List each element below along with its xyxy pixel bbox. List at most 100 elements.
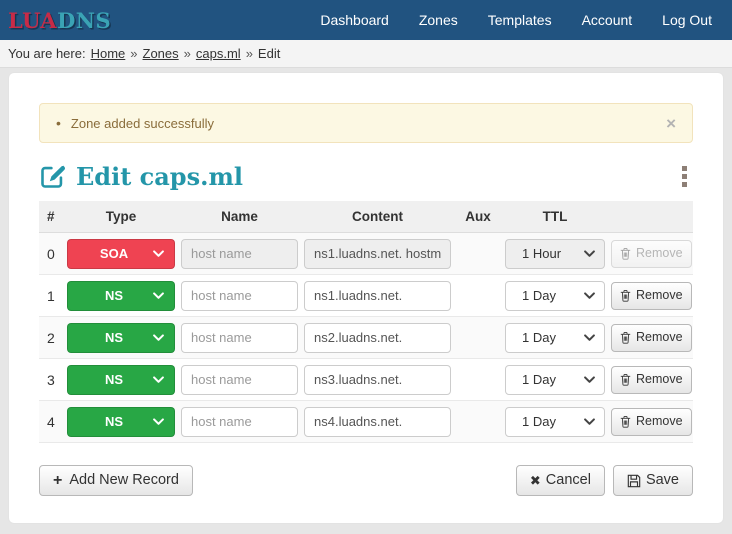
nav-item-dashboard[interactable]: Dashboard: [320, 12, 389, 28]
breadcrumb-current: Edit: [257, 46, 281, 61]
top-navbar: LUADNS Dashboard Zones Templates Account…: [0, 0, 732, 40]
record-type-select[interactable]: NS: [67, 322, 175, 353]
record-content-input[interactable]: [304, 280, 451, 311]
records-table: # Type Name Content Aux TTL 0 SOA 1 Hour: [39, 201, 693, 443]
table-row: 2 NS 1 Day Remove: [39, 317, 693, 359]
header-name: Name: [221, 209, 258, 224]
record-name-input[interactable]: [181, 238, 298, 269]
record-content-input[interactable]: [304, 364, 451, 395]
row-index: 0: [47, 245, 55, 262]
header-ttl: TTL: [542, 209, 568, 224]
alert-bullet-icon: •: [56, 115, 61, 131]
page-title: Edit caps.ml: [76, 162, 243, 191]
type-select-wrap: SOA: [67, 238, 175, 269]
breadcrumb-separator: »: [183, 46, 191, 61]
nav-item-zones[interactable]: Zones: [418, 12, 458, 28]
record-type-select[interactable]: NS: [67, 406, 175, 437]
save-label: Save: [645, 472, 679, 489]
record-type-select[interactable]: NS: [67, 280, 175, 311]
table-header: # Type Name Content Aux TTL: [39, 201, 693, 233]
remove-record-button[interactable]: Remove: [611, 407, 692, 436]
remove-label: Remove: [636, 246, 683, 261]
record-content-input[interactable]: [304, 322, 451, 353]
ttl-select-wrap: 1 Day: [505, 280, 605, 311]
nav-menu: Dashboard Zones Templates Account Log Ou…: [320, 12, 712, 28]
record-type-select[interactable]: SOA: [67, 238, 175, 269]
remove-record-button[interactable]: Remove: [611, 281, 692, 310]
record-ttl-select[interactable]: 1 Day: [505, 280, 605, 311]
trash-icon: [620, 331, 631, 344]
breadcrumb-prefix: You are here:: [8, 46, 86, 61]
row-index: 3: [47, 371, 55, 388]
breadcrumb-separator: »: [130, 46, 138, 61]
alert-close-icon[interactable]: ×: [666, 113, 676, 133]
floppy-icon: [627, 474, 641, 488]
logo-lua: LUA: [8, 7, 58, 33]
type-select-wrap: NS: [67, 322, 175, 353]
record-name-input[interactable]: [181, 364, 298, 395]
header-index: #: [47, 209, 55, 224]
success-alert: • Zone added successfully ×: [39, 103, 693, 143]
record-content-input[interactable]: [304, 238, 451, 269]
record-name-input[interactable]: [181, 406, 298, 437]
remove-record-button[interactable]: Remove: [611, 323, 692, 352]
breadcrumb-separator: »: [245, 46, 253, 61]
remove-label: Remove: [636, 414, 683, 429]
ttl-select-wrap: 1 Day: [505, 364, 605, 395]
header-content: Content: [352, 209, 403, 224]
kebab-menu-icon[interactable]: [676, 162, 693, 191]
add-new-record-button[interactable]: + Add New Record: [39, 465, 193, 496]
save-button[interactable]: Save: [612, 465, 693, 496]
row-index: 2: [47, 329, 55, 346]
header-aux: Aux: [465, 209, 491, 224]
row-index: 1: [47, 287, 55, 304]
record-ttl-select[interactable]: 1 Day: [505, 364, 605, 395]
type-select-wrap: NS: [67, 364, 175, 395]
record-name-input[interactable]: [181, 322, 298, 353]
breadcrumb-link-home[interactable]: Home: [90, 46, 126, 61]
trash-icon: [620, 415, 631, 428]
add-new-record-label: Add New Record: [69, 472, 179, 489]
row-index: 4: [47, 413, 55, 430]
plus-icon: +: [53, 471, 63, 489]
nav-item-templates[interactable]: Templates: [487, 12, 552, 28]
trash-icon: [620, 247, 631, 260]
table-row: 1 NS 1 Day Remove: [39, 275, 693, 317]
record-content-input[interactable]: [304, 406, 451, 437]
trash-icon: [620, 373, 631, 386]
luadns-logo[interactable]: LUADNS: [8, 8, 111, 33]
ttl-select-wrap: 1 Hour: [505, 238, 605, 269]
ttl-select-wrap: 1 Day: [505, 322, 605, 353]
record-ttl-select[interactable]: 1 Day: [505, 406, 605, 437]
table-row: 0 SOA 1 Hour Remove: [39, 233, 693, 275]
record-ttl-select[interactable]: 1 Hour: [505, 238, 605, 269]
breadcrumb: You are here: Home » Zones » caps.ml » E…: [0, 40, 732, 68]
table-body: 0 SOA 1 Hour Remove 1 NS: [39, 233, 693, 443]
breadcrumb-link-zones[interactable]: Zones: [142, 46, 179, 61]
x-icon: ✖: [529, 473, 541, 488]
ttl-select-wrap: 1 Day: [505, 406, 605, 437]
pencil-square-icon: [39, 163, 66, 190]
type-select-wrap: NS: [67, 280, 175, 311]
logo-dns: DNS: [57, 7, 112, 33]
type-select-wrap: NS: [67, 406, 175, 437]
nav-item-logout[interactable]: Log Out: [662, 12, 712, 28]
remove-record-button[interactable]: Remove: [611, 239, 692, 268]
remove-record-button[interactable]: Remove: [611, 365, 692, 394]
trash-icon: [620, 289, 631, 302]
header-type: Type: [105, 209, 137, 224]
table-row: 4 NS 1 Day Remove: [39, 401, 693, 443]
remove-label: Remove: [636, 372, 683, 387]
remove-label: Remove: [636, 288, 683, 303]
alert-message: Zone added successfully: [70, 115, 214, 131]
record-ttl-select[interactable]: 1 Day: [505, 322, 605, 353]
record-name-input[interactable]: [181, 280, 298, 311]
content-card: • Zone added successfully × Edit caps.ml…: [8, 72, 724, 524]
cancel-button[interactable]: ✖ Cancel: [515, 465, 605, 496]
table-row: 3 NS 1 Day Remove: [39, 359, 693, 401]
record-type-select[interactable]: NS: [67, 364, 175, 395]
nav-item-account[interactable]: Account: [581, 12, 633, 28]
cancel-label: Cancel: [545, 472, 591, 489]
breadcrumb-link-zone[interactable]: caps.ml: [195, 46, 241, 61]
remove-label: Remove: [636, 330, 683, 345]
